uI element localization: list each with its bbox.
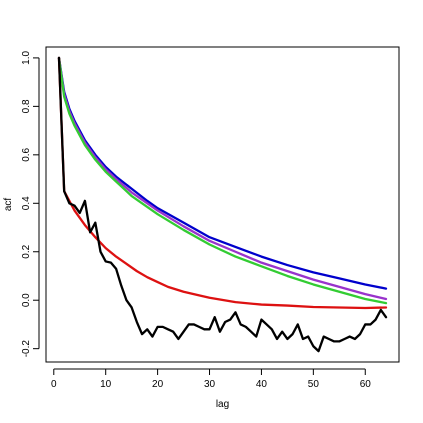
- x-tick-label: 60: [360, 379, 372, 390]
- y-tick-label: 0.6: [21, 147, 32, 161]
- y-axis: -0.2 0.0 0.2 0.4 0.6 0.8 1.0: [21, 51, 40, 358]
- y-tick-label: 0.4: [21, 196, 32, 210]
- series-line-4: [57, 56, 388, 353]
- series-line-3: [57, 56, 388, 310]
- y-tick-label: 0.8: [21, 99, 32, 113]
- plot-frame: [45, 46, 400, 363]
- x-axis-title: lag: [216, 399, 229, 410]
- x-axis: 0 10 20 30 40 50 60: [51, 368, 372, 390]
- y-tick-label: 1.0: [21, 51, 32, 65]
- y-tick-label: 0.0: [21, 293, 32, 307]
- x-tick-label: 50: [308, 379, 320, 390]
- y-tick-label: 0.2: [21, 244, 32, 258]
- x-tick-label: 20: [152, 379, 164, 390]
- x-tick-label: 40: [256, 379, 268, 390]
- x-tick-label: 10: [100, 379, 112, 390]
- y-axis-title: acf: [3, 198, 14, 212]
- x-tick-label: 0: [51, 379, 57, 390]
- series-line-2: [57, 56, 388, 305]
- x-tick-label: 30: [204, 379, 216, 390]
- y-tick-label: -0.2: [21, 340, 32, 358]
- series-layer: [57, 56, 388, 353]
